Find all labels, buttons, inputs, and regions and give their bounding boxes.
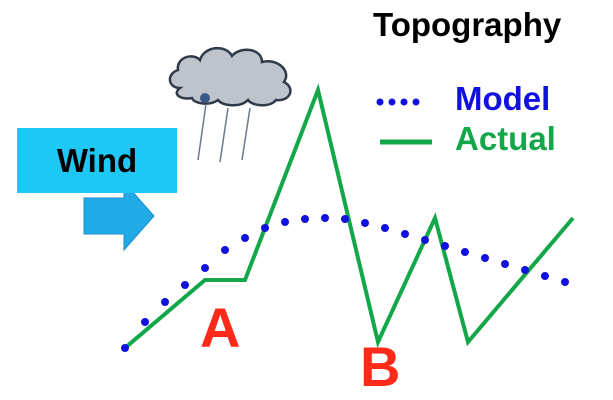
point-a-label: A (200, 296, 241, 359)
model-dot (521, 266, 529, 274)
model-dot (481, 254, 489, 262)
model-dot (201, 264, 209, 272)
model-dot (321, 214, 329, 222)
legend-model-marker (376, 98, 420, 106)
rain-streak (219, 107, 229, 163)
model-dot (561, 278, 569, 286)
model-dot (401, 230, 409, 238)
model-dot (381, 224, 389, 232)
model-dot (121, 344, 129, 352)
model-dot (341, 215, 349, 223)
model-dot (421, 236, 429, 244)
wind-label-box: Wind (17, 128, 177, 193)
model-dot (181, 281, 189, 289)
model-dot (461, 248, 469, 256)
actual-topography-line (123, 83, 575, 350)
rain-streak (197, 103, 207, 161)
diagram-title: Topography (373, 6, 562, 43)
model-dot (301, 215, 309, 223)
model-dot (501, 260, 509, 268)
model-dot (361, 219, 369, 227)
legend-model-label: Model (455, 80, 551, 117)
model-dot (281, 218, 289, 226)
model-dot (141, 318, 149, 326)
model-dot (541, 272, 549, 280)
model-dot (221, 246, 229, 254)
model-dot (241, 234, 249, 242)
rain-streak (241, 107, 251, 161)
point-b-label: B (360, 335, 401, 398)
rain-cloud-icon (168, 47, 292, 163)
model-dot (261, 224, 269, 232)
model-dot (161, 298, 169, 306)
wind-label: Wind (56, 141, 138, 179)
wind-arrow-icon (83, 180, 155, 252)
model-topography-dots (121, 214, 569, 352)
model-dot (441, 242, 449, 250)
legend-actual-label: Actual (455, 120, 556, 157)
